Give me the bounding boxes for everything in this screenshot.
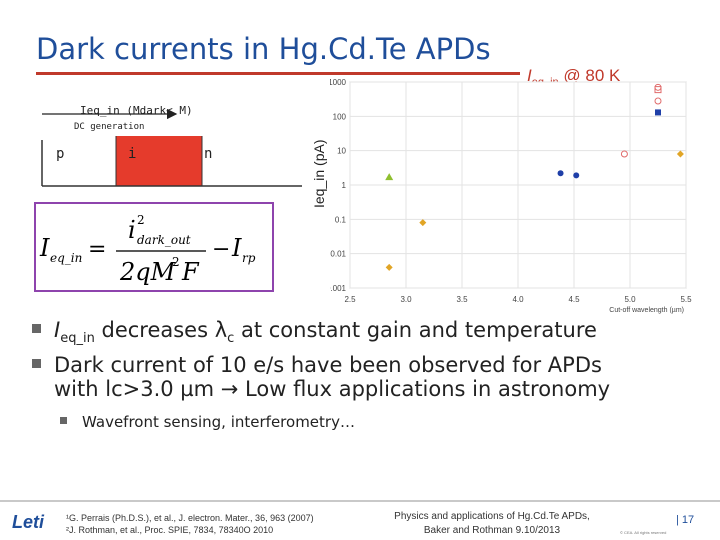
zone-p-label: p	[56, 146, 65, 162]
x-tick-label: 3.0	[400, 295, 412, 304]
bullet-marker	[32, 359, 41, 369]
bullet-1: Ieq_in decreases λc at constant gain and…	[32, 318, 672, 351]
data-point-square	[655, 109, 661, 116]
x-tick-label: 2.5	[344, 295, 356, 304]
reference-1: ¹G. Perrais (Ph.D.S.), et al., J. electr…	[66, 513, 314, 523]
x-tick-label: 4.5	[568, 295, 580, 304]
chart-title-rest: @ 80 K	[558, 66, 621, 85]
data-point-circle	[573, 172, 580, 179]
scatter-chart: 0.001 0.01 0.1 1 10 100 1000 2.5 3.0 3.5 4.0 4.5 5.0…	[330, 78, 692, 314]
x-tick-label: 3.5	[456, 295, 468, 304]
bullet-2-text: Dark current of 10 e/s have been observe…	[54, 353, 611, 402]
x-axis-label: Cut-off wavelength (µm)	[609, 307, 684, 314]
y-tick-label: 1	[342, 181, 347, 190]
bullet-1-text-sub: c	[227, 331, 235, 347]
formula-num-sub: dark_out	[137, 233, 191, 247]
data-point-open-square	[654, 86, 662, 94]
bullet-1-pre-sub: eq_in	[60, 331, 95, 347]
formula-lhs-sub: eq_in	[50, 251, 82, 265]
y-tick-label: 0.1	[335, 215, 347, 224]
data-point-circle	[557, 170, 564, 177]
formula-numerator: i	[128, 216, 136, 244]
pin-diagram-graphic	[41, 108, 302, 187]
y-axis-label-text: Ieq_in (pA)	[311, 140, 327, 208]
data-point-diamond	[385, 263, 393, 271]
sub-bullet-1-text: Wavefront sensing, interferometry…	[82, 413, 355, 432]
y-tick-label: 1000	[330, 78, 347, 87]
bullet-1-text-rest: at constant gain and temperature	[234, 318, 597, 342]
bullet-2: Dark current of 10 e/s have been observe…	[32, 353, 644, 401]
formula-den-end: F	[181, 258, 200, 286]
formula-lhs: I	[39, 234, 50, 262]
zone-i-label: i	[128, 146, 137, 162]
formula: I eq_in = i 2 dark_out 2qM 2 F − I rp	[39, 213, 256, 286]
footer-divider	[0, 500, 720, 502]
diagram-sub-label: DC generation	[74, 122, 145, 132]
y-tick-label: 100	[333, 112, 347, 121]
slide-title: Dark currents in Hg.Cd.Te APDs	[36, 32, 491, 66]
sub-bullet-marker	[60, 417, 67, 425]
title-underline	[36, 72, 520, 75]
formula-rhs-sub: rp	[242, 251, 256, 265]
depletion-region	[116, 136, 202, 186]
leti-logo: Leti	[12, 512, 45, 532]
formula-num-sup: 2	[137, 213, 145, 227]
y-tick-label: 0.001	[330, 284, 347, 293]
y-tick-label: 0.01	[330, 250, 346, 259]
bullet-list: Ieq_in decreases λc at constant gain and…	[32, 318, 672, 431]
bullet-1-text: decreases λ	[94, 318, 228, 342]
pin-diagram: Ieq_in (Mdark< M) DC generation p i n	[36, 100, 306, 188]
page-number: | 17	[676, 514, 695, 526]
data-point-open-circle	[654, 97, 662, 105]
formula-den-sup: 2	[172, 255, 180, 269]
zone-n-label: n	[204, 146, 213, 162]
y-axis-label: Ieq_in (pA)	[311, 140, 327, 208]
event-info: Physics and applications of Hg.Cd.Te APD…	[394, 511, 590, 536]
formula-box: I eq_in = i 2 dark_out 2qM 2 F − I rp	[34, 202, 274, 292]
y-tick-label: 10	[337, 147, 346, 156]
formula-denominator: 2qM	[119, 258, 177, 286]
sub-bullet-1: Wavefront sensing, interferometry…	[32, 413, 672, 431]
formula-rhs: I	[231, 234, 242, 262]
bullet-1-pre: I	[54, 318, 61, 342]
references: ¹G. Perrais (Ph.D.S.), et al., J. electr…	[66, 512, 314, 536]
diagram-top-label: Ieq_in (Mdark< M)	[80, 104, 193, 117]
data-point-diamond	[419, 219, 427, 227]
formula-minus: −	[212, 237, 230, 262]
bullet-marker	[32, 324, 41, 333]
x-tick-label: 5.5	[680, 295, 692, 304]
data-point-triangle	[385, 173, 394, 181]
chart-title-main: I	[527, 66, 532, 85]
x-tick-label: 5.0	[624, 295, 636, 304]
data-point-open-circle	[620, 150, 628, 158]
copyright: © CEA. All rights reserved	[620, 530, 667, 535]
x-tick-label: 4.0	[512, 295, 524, 304]
reference-2: ²J. Rothman, et al., Proc. SPIE, 7834, 7…	[66, 525, 274, 535]
data-point-diamond	[676, 150, 684, 158]
formula-equals: =	[88, 237, 106, 262]
